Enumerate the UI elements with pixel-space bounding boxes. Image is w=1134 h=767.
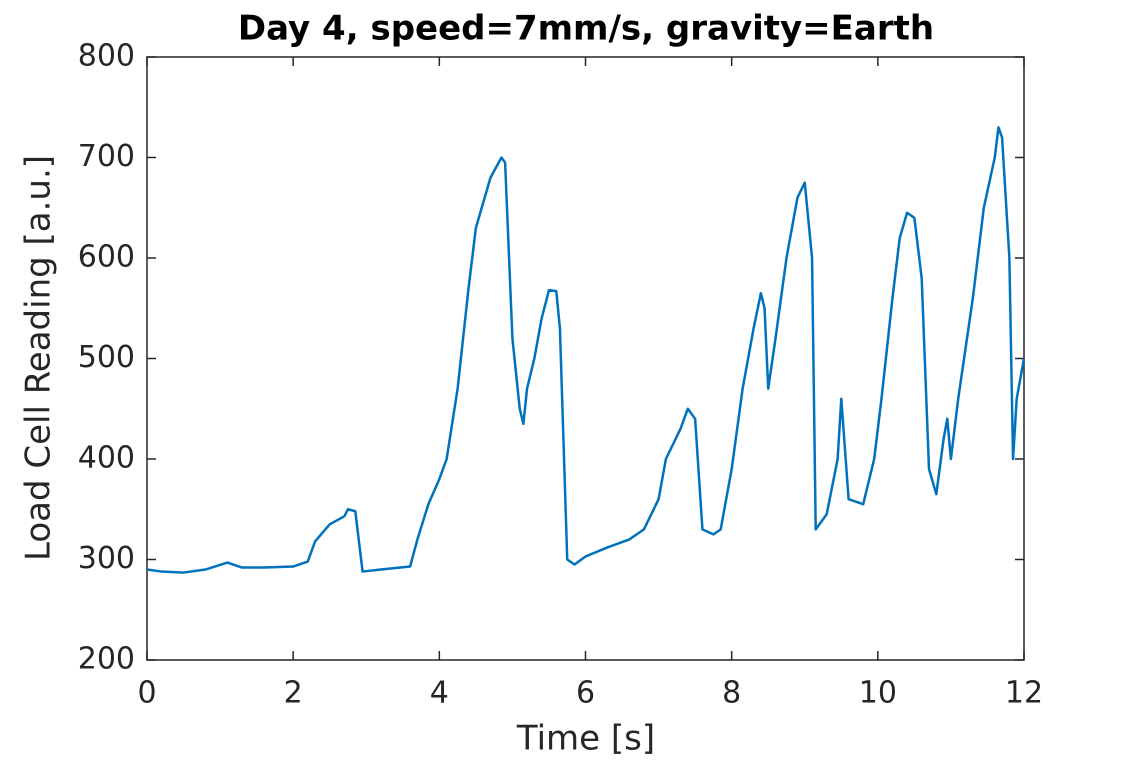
- x-tick-label: 12: [1005, 676, 1043, 711]
- x-tick-label: 10: [859, 676, 897, 711]
- plot-frame: [146, 56, 1025, 661]
- y-tick-label: 700: [78, 139, 135, 174]
- x-tick-label: 8: [722, 676, 741, 711]
- y-tick-label: 500: [78, 340, 135, 375]
- x-tick-label: 6: [576, 676, 595, 711]
- y-tick-label: 800: [78, 39, 135, 74]
- x-axis-label: Time [s]: [516, 719, 655, 759]
- y-axis-label: Load Cell Reading [a.u.]: [19, 155, 59, 561]
- x-tick-label: 4: [430, 676, 449, 711]
- y-tick-label: 200: [78, 642, 135, 677]
- y-tick-label: 300: [78, 541, 135, 576]
- y-tick-label: 400: [78, 441, 135, 476]
- x-tick-label: 0: [137, 676, 156, 711]
- data-line: [146, 126, 1026, 574]
- x-tick-label: 2: [284, 676, 303, 711]
- chart-title: Day 4, speed=7mm/s, gravity=Earth: [238, 9, 934, 49]
- y-tick-label: 600: [78, 240, 135, 275]
